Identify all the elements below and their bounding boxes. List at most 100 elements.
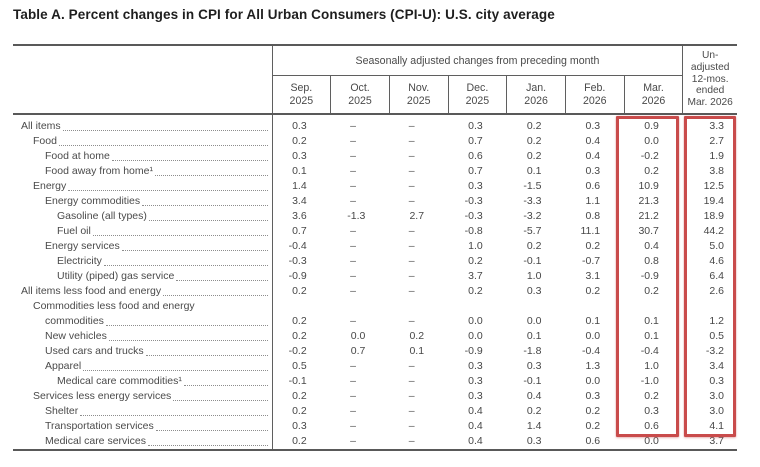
- row-label: All items: [13, 114, 273, 134]
- value-month: 0.0: [468, 330, 483, 342]
- value-month: 1.0: [644, 360, 659, 372]
- row-label: Food: [13, 134, 273, 149]
- value-month: –: [350, 435, 356, 447]
- value-month: 0.0: [585, 330, 601, 342]
- row-label: Used cars and trucks: [13, 344, 273, 359]
- row-label: Transportation services: [13, 419, 273, 434]
- value-month: -0.7: [582, 255, 601, 267]
- value-month: 0.2: [292, 390, 307, 402]
- value-12mos: 0.5: [709, 330, 724, 342]
- value-month: 0.3: [468, 180, 483, 192]
- table-row: Energy commodities 3.4 – – -0.3 -3.3 1.1 21.3 19…: [13, 194, 737, 209]
- value-12mos: -3.2: [705, 345, 724, 357]
- value-month: –: [408, 405, 415, 417]
- value-12mos: 5.0: [709, 240, 724, 252]
- row-label: Services less energy services: [13, 389, 273, 404]
- value-month: -0.9: [288, 270, 307, 282]
- value-month: 1.4: [526, 420, 542, 432]
- value-month: -0.4: [640, 345, 659, 357]
- month-header: Dec. 2025: [447, 75, 507, 114]
- value-month: 10.9: [638, 180, 659, 192]
- value-month: –: [408, 240, 415, 252]
- table-row: Food away from home¹ 0.1 – – 0.7 0.1 0.3 0.2 3.8: [13, 164, 737, 179]
- value-month: 0.1: [292, 165, 307, 177]
- unadjusted-12mos-header: Un- adjusted 12-mos. ended Mar. 2026: [682, 45, 737, 114]
- value-12mos: 3.3: [709, 120, 724, 132]
- value-month: 0.2: [292, 405, 307, 417]
- month-header: Oct. 2025: [330, 75, 390, 114]
- value-month: 0.2: [526, 240, 542, 252]
- value-12mos: 4.6: [709, 255, 724, 267]
- value-month: 0.3: [292, 420, 307, 432]
- value-month: –: [408, 420, 415, 432]
- value-12mos: 1.2: [709, 315, 724, 327]
- value-month: -3.2: [523, 210, 542, 222]
- value-month: -0.2: [288, 345, 307, 357]
- value-month: 0.2: [644, 285, 659, 297]
- cpi-table: Seasonally adjusted changes from precedi…: [13, 44, 737, 451]
- table-row: Medical care commodities¹ -0.1 – – 0.3 -0.1 0.…: [13, 374, 737, 389]
- value-month: 0.6: [644, 420, 659, 432]
- value-month: -0.4: [582, 345, 601, 357]
- table-row: Food 0.2 – – 0.7 0.2 0.4 0.0 2.7: [13, 134, 737, 149]
- row-label: Shelter: [13, 404, 273, 419]
- value-month: 0.2: [644, 390, 659, 402]
- value-month: 11.1: [580, 225, 601, 237]
- value-month: 0.7: [292, 225, 307, 237]
- value-month: 21.2: [638, 210, 659, 222]
- value-month: 0.9: [644, 120, 659, 132]
- value-month: 0.3: [526, 435, 542, 447]
- value-12mos: 3.0: [709, 390, 724, 402]
- seasonally-adjusted-header: Seasonally adjusted changes from precedi…: [271, 45, 683, 76]
- value-month: 0.4: [526, 390, 542, 402]
- value-month: 0.2: [292, 285, 307, 297]
- value-month: -0.2: [640, 150, 659, 162]
- value-month: 0.2: [644, 165, 659, 177]
- value-month: 0.2: [468, 255, 483, 267]
- value-month: -1.0: [640, 375, 659, 387]
- value-month: –: [350, 405, 356, 417]
- month-header: Sep. 2025: [271, 75, 331, 114]
- value-month: 0.3: [644, 405, 659, 417]
- value-month: -0.1: [523, 375, 542, 387]
- value-month: 3.1: [585, 270, 601, 282]
- value-month: -0.8: [464, 225, 483, 237]
- row-label: Food away from home¹: [13, 164, 273, 179]
- value-month: 0.3: [526, 285, 542, 297]
- value-month: 3.7: [468, 270, 483, 282]
- value-month: –: [408, 270, 415, 282]
- month-header: Nov. 2025: [388, 75, 449, 114]
- value-month: 3.4: [292, 195, 307, 207]
- table-row: All items 0.3 – – 0.3 0.2 0.3 0.9 3.3: [13, 114, 737, 134]
- row-label: Fuel oil: [13, 224, 273, 239]
- value-month: -1.8: [523, 345, 542, 357]
- value-12mos: 3.4: [709, 360, 724, 372]
- value-month: –: [408, 195, 415, 207]
- value-month: 0.1: [644, 330, 659, 342]
- value-month: 0.2: [292, 315, 307, 327]
- row-label: Commodities less food and energy commodit…: [13, 299, 273, 329]
- value-month: –: [350, 240, 356, 252]
- value-month: –: [408, 135, 415, 147]
- value-month: 30.7: [638, 225, 659, 237]
- row-label: Energy services: [13, 239, 273, 254]
- month-header-row: Sep. 2025 Oct. 2025 Nov. 2025 Dec. 2025 Jan. 2026…: [13, 75, 737, 114]
- value-month: 0.3: [292, 120, 307, 132]
- value-month: –: [350, 150, 356, 162]
- value-12mos: 2.6: [709, 285, 724, 297]
- value-month: 0.0: [350, 330, 366, 342]
- value-month: 0.3: [468, 390, 483, 402]
- value-month: 0.0: [468, 315, 483, 327]
- row-label: Energy: [13, 179, 273, 194]
- row-label: Apparel: [13, 359, 273, 374]
- value-month: 0.8: [644, 255, 659, 267]
- month-header: Mar. 2026: [623, 75, 683, 114]
- value-month: 0.3: [468, 120, 483, 132]
- value-12mos: 3.0: [709, 405, 724, 417]
- value-month: –: [408, 375, 415, 387]
- value-month: –: [408, 435, 415, 447]
- value-12mos: 1.9: [709, 150, 724, 162]
- value-month: 0.1: [409, 345, 425, 357]
- table-header: Seasonally adjusted changes from precedi…: [13, 45, 737, 114]
- value-month: –: [350, 225, 356, 237]
